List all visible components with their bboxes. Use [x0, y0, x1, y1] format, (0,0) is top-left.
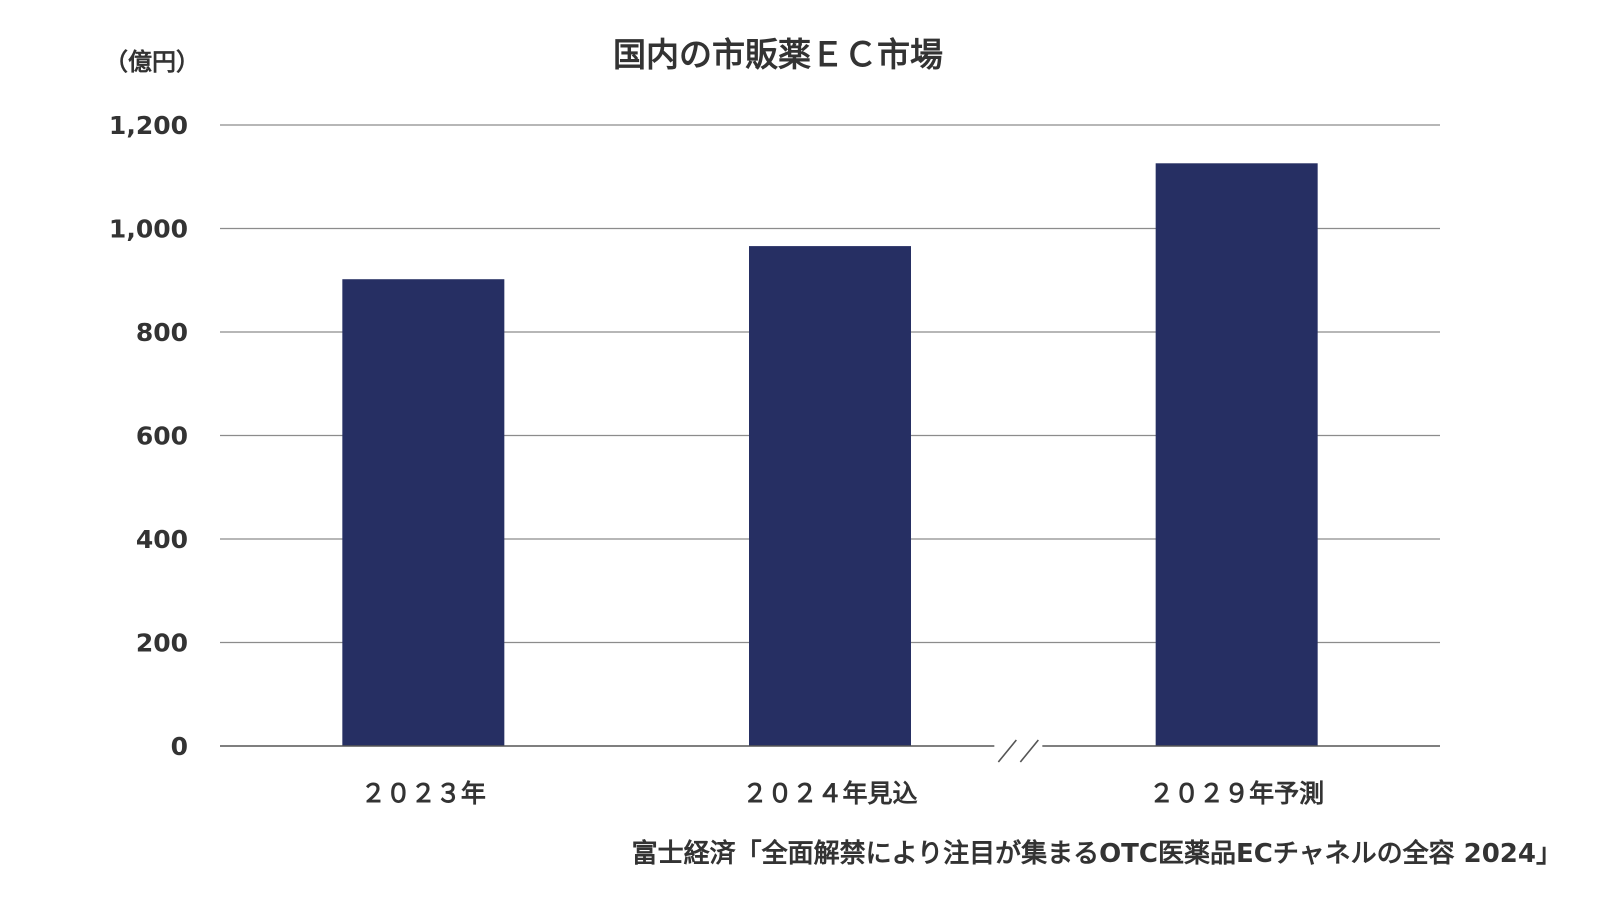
y-tick-label: 200	[136, 629, 188, 658]
x-axis	[220, 739, 1440, 763]
bar-2	[749, 246, 911, 746]
x-tick-label: ２０２４年見込	[742, 779, 917, 808]
axis-break-mark	[997, 739, 1017, 763]
chart-title: 国内の市販薬ＥＣ市場	[613, 35, 943, 74]
y-tick-label: 1,200	[109, 111, 188, 140]
y-tick-label: 600	[136, 422, 188, 451]
x-tick-label: ２０２３年	[361, 779, 486, 808]
y-tick-label: 1,000	[109, 215, 188, 244]
x-axis-ticks: ２０２３年 ２０２４年見込 ２０２９年予測	[361, 779, 1324, 808]
bars	[342, 163, 1318, 747]
y-axis-ticks: 0 200 400 600 800 1,000 1,200	[109, 111, 188, 761]
source-note: 富士経済「全面解禁により注目が集まるOTC医薬品ECチャネルの全容 2024」	[632, 838, 1562, 869]
y-axis-unit-label: （億円）	[104, 48, 200, 76]
y-tick-label: 0	[171, 732, 188, 761]
bar-1	[342, 279, 505, 746]
y-tick-label: 400	[136, 525, 188, 554]
bar-3	[1155, 163, 1318, 747]
x-tick-label: ２０２９年予測	[1149, 779, 1324, 808]
y-tick-label: 800	[136, 318, 188, 347]
axis-break-mark	[1019, 739, 1039, 763]
